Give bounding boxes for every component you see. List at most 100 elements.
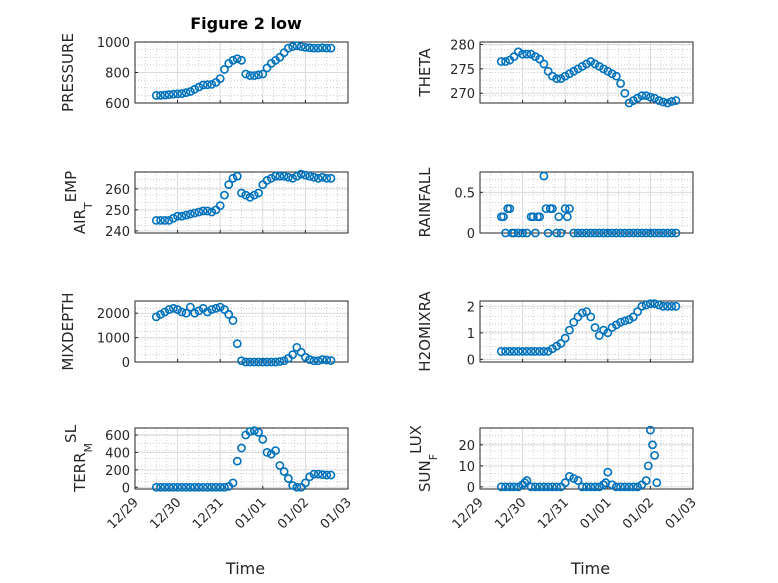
data-point bbox=[194, 482, 204, 492]
data-point bbox=[326, 43, 336, 53]
data-point bbox=[300, 352, 310, 362]
data-point bbox=[607, 69, 617, 79]
data-point bbox=[658, 97, 668, 107]
data-point bbox=[624, 98, 634, 108]
data-point bbox=[279, 356, 289, 366]
data-point bbox=[237, 356, 246, 366]
data-point bbox=[522, 476, 532, 485]
data-point bbox=[530, 52, 540, 62]
data-point bbox=[177, 211, 187, 221]
data-point bbox=[318, 172, 327, 182]
data-point bbox=[194, 306, 204, 316]
data-point bbox=[513, 482, 523, 492]
data-point bbox=[160, 215, 170, 225]
data-point bbox=[305, 355, 315, 364]
data-point bbox=[300, 42, 310, 52]
data-point bbox=[249, 190, 259, 200]
y-tick-label: 280 bbox=[450, 38, 475, 53]
data-point bbox=[203, 482, 212, 492]
axes-box bbox=[479, 427, 694, 490]
data-point bbox=[556, 339, 566, 348]
y-tick-label: 1000 bbox=[97, 332, 130, 347]
y-tick-label: 2 bbox=[467, 300, 475, 315]
data-point bbox=[185, 209, 195, 219]
y-tick-label: 240 bbox=[105, 225, 130, 240]
data-point bbox=[245, 71, 255, 80]
data-point bbox=[611, 482, 621, 492]
data-point bbox=[556, 228, 566, 238]
data-point bbox=[658, 301, 668, 311]
data-point bbox=[241, 69, 251, 79]
y-tick-label: 0 bbox=[467, 481, 475, 496]
data-point bbox=[641, 476, 651, 485]
data-point bbox=[646, 425, 655, 435]
data-point bbox=[530, 346, 540, 356]
data-point bbox=[599, 64, 608, 74]
data-point bbox=[190, 84, 200, 94]
y-axis-label: TERRMSL bbox=[62, 424, 95, 493]
data-point bbox=[586, 228, 596, 238]
x-tick-label: 12/31 bbox=[190, 495, 227, 532]
data-point bbox=[271, 357, 280, 367]
panel-h2omixra: 0 1 2 H2OMIXRA bbox=[416, 291, 694, 372]
data-point bbox=[646, 228, 655, 238]
data-point bbox=[198, 206, 208, 216]
data-point bbox=[237, 55, 246, 65]
data-point bbox=[288, 42, 298, 51]
data-point bbox=[177, 482, 187, 492]
data-point bbox=[577, 482, 587, 492]
data-point bbox=[620, 228, 630, 238]
data-point bbox=[654, 228, 664, 238]
data-point bbox=[296, 347, 306, 357]
data-point bbox=[509, 482, 519, 492]
data-point bbox=[288, 173, 298, 183]
data-point bbox=[552, 74, 562, 83]
data-point bbox=[499, 212, 508, 222]
data-point bbox=[151, 215, 161, 225]
data-point bbox=[582, 59, 591, 69]
y-tick-label: 800 bbox=[105, 67, 130, 82]
data-point bbox=[603, 66, 613, 76]
data-point bbox=[258, 357, 268, 367]
x-tick-label: 01/01 bbox=[578, 495, 615, 532]
data-point bbox=[181, 210, 191, 220]
panel-theta: 270 275 280 THETA bbox=[416, 38, 694, 108]
data-point bbox=[313, 43, 323, 53]
y-axis-label: H2OMIXRA bbox=[416, 291, 434, 372]
y-axis-label: THETA bbox=[416, 48, 434, 98]
data-point bbox=[565, 325, 574, 335]
y-tick-label: 270 bbox=[450, 87, 475, 102]
y-axis-label: AIRTEMP bbox=[62, 171, 95, 234]
data-point bbox=[313, 469, 323, 479]
data-point bbox=[560, 478, 570, 488]
y-tick-label: 600 bbox=[105, 429, 130, 444]
data-point bbox=[565, 471, 574, 481]
data-point bbox=[539, 346, 549, 356]
y-tick-label: 0 bbox=[122, 481, 130, 496]
data-point bbox=[220, 65, 229, 74]
data-point bbox=[318, 470, 327, 480]
data-point bbox=[215, 482, 225, 492]
data-point bbox=[522, 228, 532, 238]
data-point bbox=[296, 169, 306, 179]
data-point bbox=[594, 228, 604, 238]
data-point bbox=[164, 90, 174, 100]
x-tick-label: 12/30 bbox=[492, 495, 529, 532]
y-tick-label: 1000 bbox=[97, 36, 130, 51]
data-point bbox=[520, 478, 530, 488]
data-point bbox=[603, 228, 613, 238]
data-point bbox=[241, 357, 251, 367]
data-point bbox=[616, 317, 625, 327]
data-point bbox=[650, 228, 660, 238]
panel-sun-flux: 12/29 12/30 12/31 01/01 01/02 01/03 0 10 20 SUNFL… bbox=[407, 425, 700, 578]
data-point bbox=[541, 204, 551, 213]
data-point bbox=[292, 342, 302, 352]
data-point bbox=[582, 482, 591, 492]
data-point bbox=[322, 43, 332, 53]
data-point bbox=[501, 57, 510, 66]
data-point bbox=[526, 346, 536, 356]
data-point bbox=[616, 228, 625, 238]
data-point bbox=[232, 54, 242, 64]
data-point bbox=[641, 300, 651, 310]
data-point bbox=[594, 482, 604, 492]
